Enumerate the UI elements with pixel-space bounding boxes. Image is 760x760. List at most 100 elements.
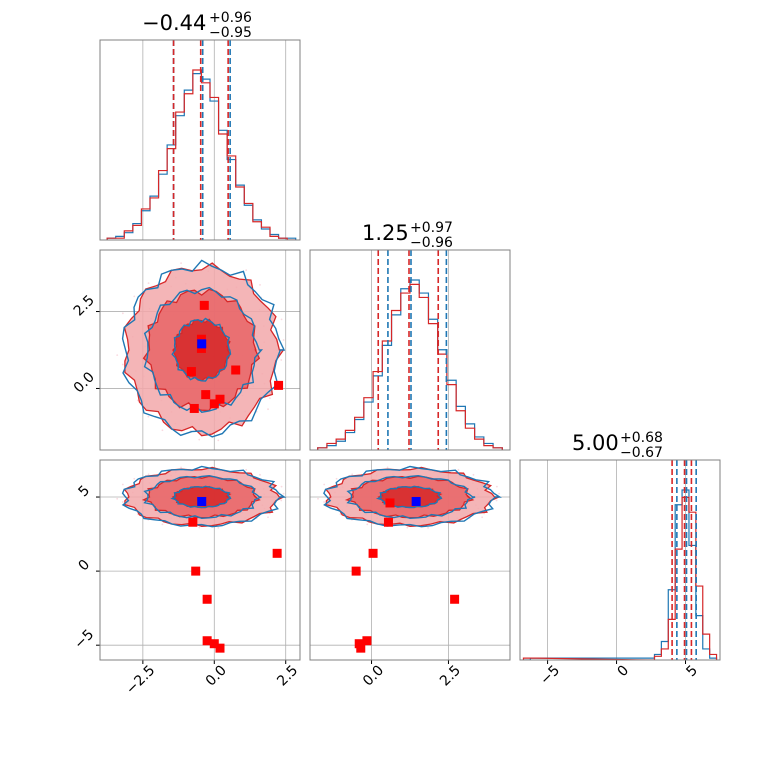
x-tick-label: 0.0 [203,662,230,689]
sample-dot [180,466,182,469]
sample-dot [147,473,150,476]
x-tick-label: −2.5 [123,662,158,697]
marker-point [202,594,212,604]
x-tick-label: −5 [537,662,563,688]
sample-dot [457,468,460,471]
sample-dot [217,439,220,442]
marker-point [189,403,199,413]
sample-dot [116,497,119,500]
sample-dot [133,477,136,480]
marker-point [383,517,393,527]
sample-dot [335,477,338,480]
sample-dot [121,483,124,486]
sample-dot [267,516,269,519]
panel-content-x0 [106,40,297,240]
sample-dot [280,485,283,488]
marker-point [196,334,206,344]
histogram-series-red [522,496,718,660]
panel-content-x0-x2 [100,460,300,660]
sample-dot [121,501,124,503]
truth-marker [197,496,207,506]
panel-content-x2 [522,460,718,660]
contour-line-blue [170,485,232,509]
histogram-series-blue [523,489,718,660]
x-tick-label: 0 [614,662,632,680]
contour-line-blue [121,259,286,438]
y-tick-label: 0.0 [71,369,98,396]
marker-point [368,548,378,558]
histogram-series-red [317,283,503,450]
title-x1-upper-error: +0.97 [410,220,453,236]
sample-dot [180,262,182,265]
title-x0-value: −0.44 [142,11,206,35]
sample-dot [495,485,498,488]
sample-dot [217,526,220,529]
marker-point [191,566,201,576]
marker-point [196,343,206,353]
marker-point [362,636,372,646]
sample-dot [259,283,261,286]
title-x2-upper-error: +0.68 [620,430,663,446]
panel-frame [309,459,511,661]
sample-dot [136,399,139,402]
contour-line-blue [121,465,287,528]
sample-dot [121,363,124,366]
marker-point [188,517,198,527]
contour-line-blue [375,485,443,509]
marker-point [231,365,241,375]
y-tick-label: 5 [76,483,94,501]
panel-x0-x2: −5 0 5 −2.5 0.0 2.5 [71,459,301,698]
sample-dot [323,501,325,503]
title-x0-lower-error: −0.95 [209,25,252,41]
title-x0-upper-error: +0.96 [209,10,252,26]
sample-dot [280,318,283,321]
sample-dot [161,429,164,432]
panel-content-x1 [317,250,503,450]
y-tick-label: −5 [71,627,97,653]
sample-dot [161,523,164,526]
panel-frame [309,249,511,451]
sample-dot [147,282,150,285]
title-x0: −0.44 +0.96 −0.95 [142,10,252,41]
marker-point [215,643,225,653]
sample-dot [366,523,369,526]
truth-marker [411,496,421,506]
panel-x1-x2: 0.0 2.5 [309,459,511,690]
panel-frame [99,459,301,661]
sample-dot [495,499,498,502]
panel-frame [99,39,301,241]
sample-dot [133,295,136,298]
contour-line-blue [323,465,502,528]
sample-dot [245,468,248,471]
x-tick-label: 2.5 [437,662,464,689]
sample-dot [386,466,389,469]
contour-line-blue [346,474,476,520]
marker-point [201,390,211,400]
title-x1: 1.25 +0.97 −0.96 [362,220,453,251]
y-tick-label: 0 [76,557,94,575]
contour-line-blue [143,286,264,413]
sample-dot [323,483,326,486]
contour-line-blue [143,474,262,520]
sample-dot [498,492,501,495]
title-x1-lower-error: −0.96 [410,235,453,251]
title-x2-lower-error: −0.67 [620,445,663,461]
marker-point [202,636,212,646]
x-tick-label: 0.0 [360,662,387,689]
marker-point [356,643,366,653]
marker-point [199,300,209,310]
title-x2: 5.00 +0.68 −0.67 [572,430,663,461]
marker-point [274,380,284,390]
title-x1-value: 1.25 [362,221,409,245]
sample-dot [351,473,354,476]
title-x2-value: 5.00 [572,431,619,455]
contour-line-blue [171,317,232,382]
sample-dot [282,339,285,341]
sample-dot [198,526,201,529]
marker-point [209,639,219,649]
sample-dot [116,354,119,357]
sample-dot [121,312,124,315]
marker-point [186,367,196,377]
panel-x2: −5 0 5 [519,459,721,688]
